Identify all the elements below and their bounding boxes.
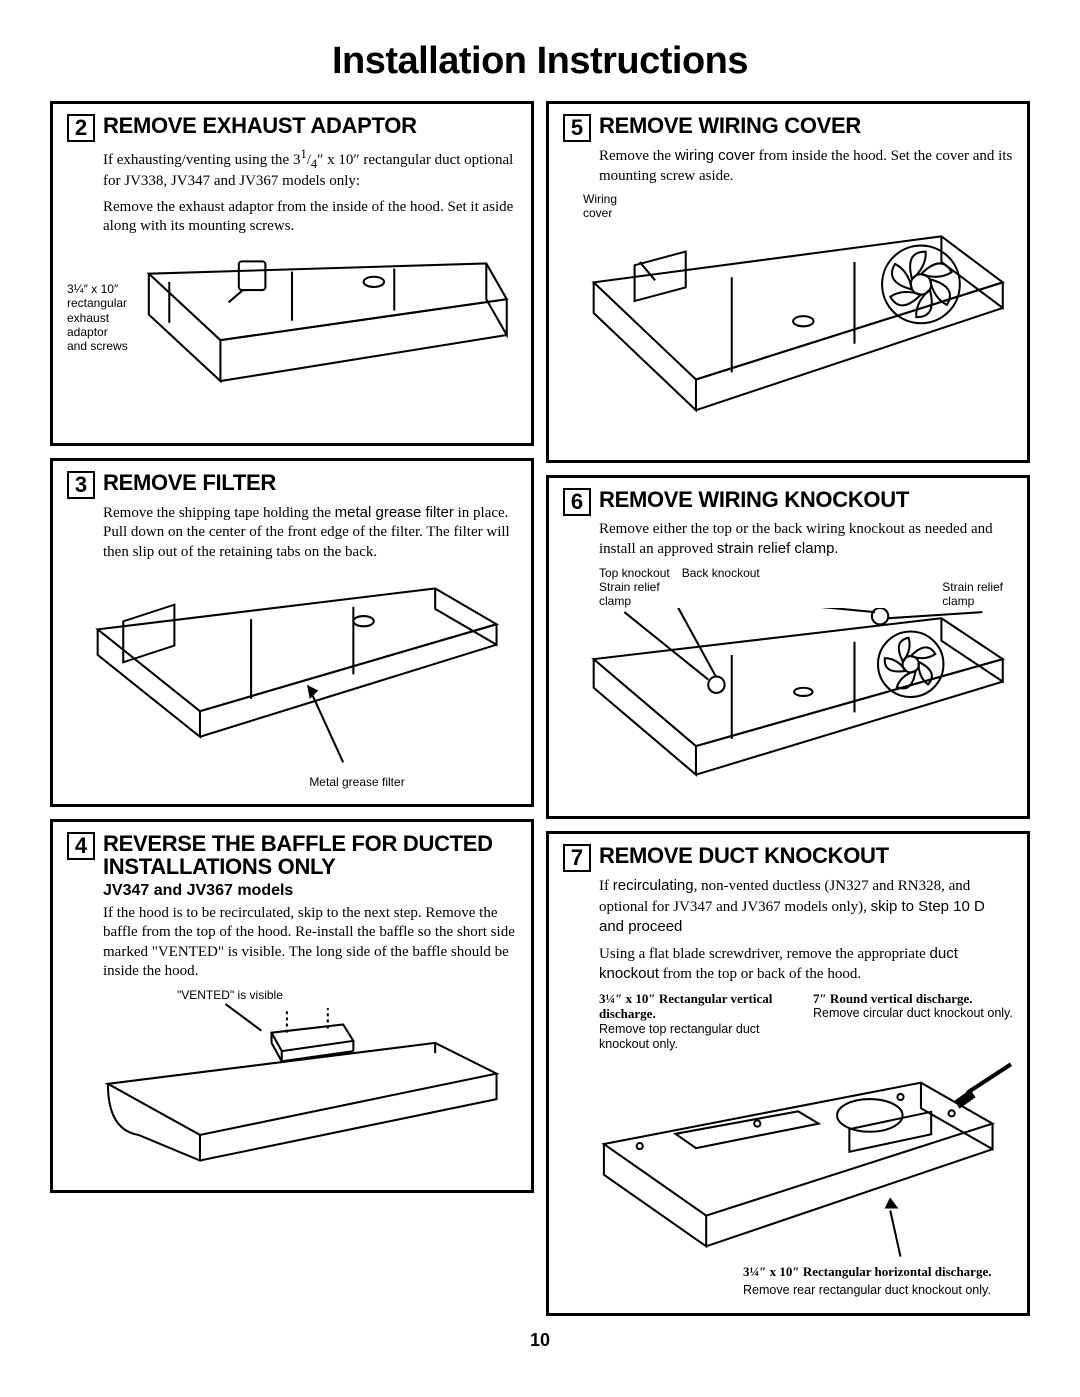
step-body: If exhausting/venting using the 31/4″ x … xyxy=(103,146,517,192)
step-body: Using a flat blade screwdriver, remove t… xyxy=(599,944,1013,985)
step-body: Remove either the top or the back wiring… xyxy=(599,520,1013,560)
strain-relief-label-1: Strain relief clamp xyxy=(599,580,660,608)
step-title: REMOVE EXHAUST ADAPTOR xyxy=(103,114,417,137)
step-title: REMOVE FILTER xyxy=(103,471,276,494)
step-4: 4 REVERSE THE BAFFLE FOR DUCTED INSTALLA… xyxy=(50,819,534,1193)
adaptor-label: 3¼″ x 10″ rectangular exhaust adaptor an… xyxy=(67,282,147,354)
step-number: 6 xyxy=(563,488,591,516)
top-knockout-label: Top knockout xyxy=(599,566,670,580)
step-7: 7 REMOVE DUCT KNOCKOUT If recirculating,… xyxy=(546,831,1030,1316)
duct-knockout-illustration xyxy=(563,1052,1013,1277)
rect-vert-body: Remove top rectangular duct knockout onl… xyxy=(599,1022,799,1052)
columns-container: 2 REMOVE EXHAUST ADAPTOR If exhausting/v… xyxy=(50,101,1030,1316)
wiring-cover-illustration xyxy=(563,221,1013,446)
step-body: Remove the shipping tape holding the met… xyxy=(103,503,517,563)
round-vert-body: Remove circular duct knockout only. xyxy=(813,1006,1013,1021)
back-knockout-label: Back knockout xyxy=(682,566,760,580)
vented-label: "VENTED" is visible xyxy=(177,988,517,1002)
wiring-knockout-illustration xyxy=(563,608,1013,802)
page-number: 10 xyxy=(50,1330,1030,1351)
filter-label: Metal grease filter xyxy=(197,775,517,789)
step-number: 4 xyxy=(67,832,95,860)
rect-horiz-title: 3¼″ x 10″ Rectangular horizontal dischar… xyxy=(743,1264,991,1279)
right-column: 5 REMOVE WIRING COVER Remove the wiring … xyxy=(546,101,1030,1316)
filter-illustration xyxy=(67,568,517,793)
step-number: 3 xyxy=(67,471,95,499)
rect-vert-title: 3¼″ x 10″ Rectangular vertical discharge… xyxy=(599,991,799,1022)
step-title: REMOVE WIRING COVER xyxy=(599,114,861,137)
page-title: Installation Instructions xyxy=(50,40,1030,83)
step-body: Remove the wiring cover from inside the … xyxy=(599,146,1013,186)
strain-relief-label-2: Strain relief clamp xyxy=(942,580,1003,608)
step-title: REMOVE WIRING KNOCKOUT xyxy=(599,488,909,511)
step-3: 3 REMOVE FILTER Remove the shipping tape… xyxy=(50,458,534,807)
step-number: 5 xyxy=(563,114,591,142)
step-6: 6 REMOVE WIRING KNOCKOUT Remove either t… xyxy=(546,475,1030,819)
wiring-cover-label: Wiring cover xyxy=(583,192,1013,221)
step-body: Remove the exhaust adaptor from the insi… xyxy=(103,198,517,237)
left-column: 2 REMOVE EXHAUST ADAPTOR If exhausting/v… xyxy=(50,101,534,1316)
rect-horiz-body: Remove rear rectangular duct knockout on… xyxy=(743,1283,991,1297)
step-title: REVERSE THE BAFFLE FOR DUCTED INSTALLATI… xyxy=(103,832,517,878)
step-title: REMOVE DUCT KNOCKOUT xyxy=(599,844,889,867)
step-2: 2 REMOVE EXHAUST ADAPTOR If exhausting/v… xyxy=(50,101,534,446)
step-body: If recirculating, non-vented ductless (J… xyxy=(599,876,1013,938)
round-vert-title: 7″ Round vertical discharge. xyxy=(813,991,1013,1007)
step-5: 5 REMOVE WIRING COVER Remove the wiring … xyxy=(546,101,1030,463)
baffle-illustration xyxy=(67,1002,517,1176)
step-body: If the hood is to be recirculated, skip … xyxy=(103,904,517,982)
step-number: 2 xyxy=(67,114,95,142)
step-number: 7 xyxy=(563,844,591,872)
discharge-columns: 3¼″ x 10″ Rectangular vertical discharge… xyxy=(599,991,1013,1052)
step-subtitle: JV347 and JV367 models xyxy=(103,882,517,900)
